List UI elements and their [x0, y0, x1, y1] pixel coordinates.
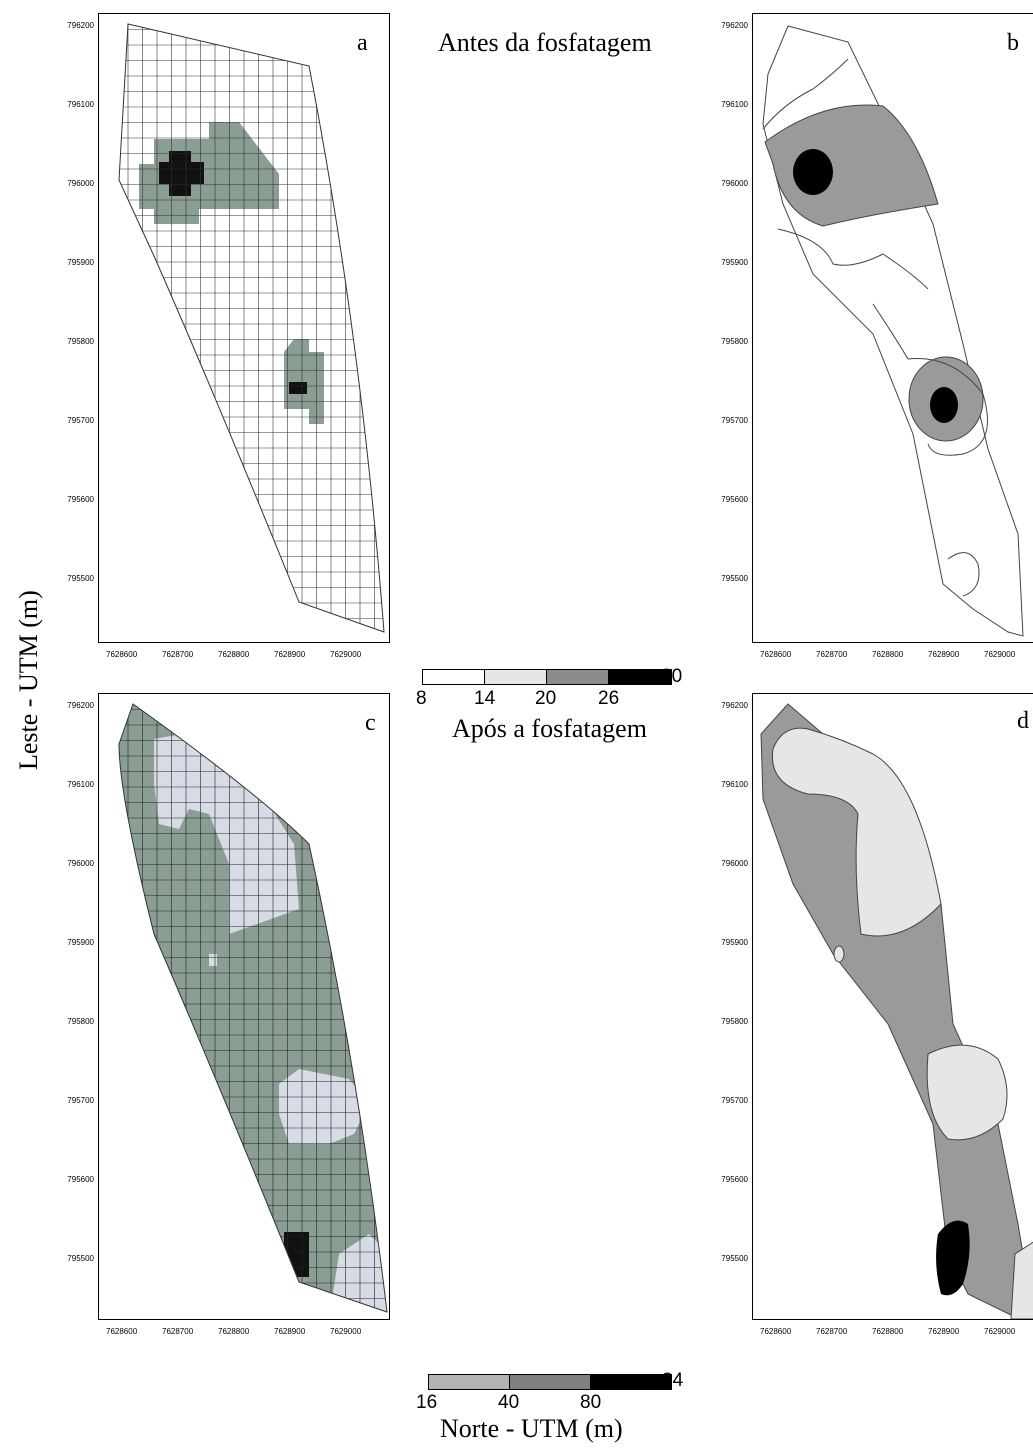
y-tick-label: 796100 — [67, 780, 94, 789]
y-tick-label: 796200 — [67, 701, 94, 710]
x-tick-label: 7628700 — [162, 1327, 194, 1336]
legend-top-label: 30 — [661, 666, 683, 687]
y-tick-label: 795500 — [67, 574, 94, 583]
x-tick-label: 7628700 — [816, 1327, 848, 1336]
y-tick-label: 795700 — [721, 416, 748, 425]
legend-swatch — [509, 1374, 591, 1390]
legend-swatch — [428, 1374, 510, 1390]
legend-bottom-label: 16 — [416, 1392, 438, 1413]
x-tick-label: 7628900 — [928, 650, 960, 659]
panel-letter-b: b — [1007, 30, 1019, 56]
x-tick-label: 7629000 — [330, 650, 362, 659]
panel-a: a — [98, 13, 390, 643]
panel-b: b — [752, 13, 1033, 643]
legend-top-label: 20 — [535, 688, 557, 709]
y-tick-label: 795500 — [721, 1254, 748, 1263]
legend-top-label: 8 — [416, 688, 427, 709]
x-tick-label: 7628800 — [218, 650, 250, 659]
x-tick-label: 7628600 — [760, 1327, 792, 1336]
y-tick-label: 795600 — [67, 1175, 94, 1184]
y-tick-label: 795600 — [721, 1175, 748, 1184]
x-tick-label: 7628600 — [106, 650, 138, 659]
x-tick-label: 7628600 — [106, 1327, 138, 1336]
y-tick-label: 795700 — [67, 1096, 94, 1105]
panel-letter-d: d — [1017, 708, 1029, 734]
x-tick-label: 7628800 — [872, 1327, 904, 1336]
high-value-spot — [936, 1220, 970, 1296]
y-tick-label: 796200 — [721, 701, 748, 710]
panel-letter-c: c — [365, 710, 376, 736]
panel-letter-a: a — [357, 30, 368, 56]
x-tick-label: 7629000 — [984, 1327, 1016, 1336]
y-tick-label: 796000 — [67, 859, 94, 868]
map-b-contour — [762, 25, 1024, 637]
y-tick-label: 796200 — [67, 21, 94, 30]
y-tick-label: 795500 — [67, 1254, 94, 1263]
caption-before: Antes da fosfatagem — [438, 28, 652, 57]
legend-swatch — [590, 1374, 672, 1390]
legend-swatch — [484, 669, 547, 685]
y-tick-label: 795900 — [721, 938, 748, 947]
high-value-spot — [793, 149, 833, 195]
legend-bottom — [428, 1374, 672, 1390]
y-tick-label: 796100 — [721, 100, 748, 109]
y-tick-label: 795900 — [67, 258, 94, 267]
legend-top — [422, 669, 672, 685]
y-tick-label: 795800 — [67, 337, 94, 346]
x-tick-label: 7628700 — [816, 650, 848, 659]
y-tick-label: 795600 — [721, 495, 748, 504]
y-tick-label: 796100 — [721, 780, 748, 789]
x-axis-title: Norte - UTM (m) — [440, 1414, 623, 1443]
y-tick-label: 795800 — [721, 1017, 748, 1026]
legend-bottom-label: 40 — [498, 1392, 520, 1413]
y-tick-label: 795800 — [67, 1017, 94, 1026]
y-tick-label: 795500 — [721, 574, 748, 583]
x-tick-label: 7629000 — [330, 1327, 362, 1336]
legend-swatch — [608, 669, 672, 685]
y-tick-label: 796000 — [67, 179, 94, 188]
y-tick-label: 796000 — [721, 859, 748, 868]
x-tick-label: 7628900 — [928, 1327, 960, 1336]
y-axis-title: Leste - UTM (m) — [14, 590, 43, 770]
y-tick-label: 795700 — [67, 416, 94, 425]
legend-top-label: 14 — [474, 688, 496, 709]
x-tick-label: 7628800 — [872, 650, 904, 659]
y-tick-label: 796000 — [721, 179, 748, 188]
map-a-grid — [118, 23, 385, 633]
legend-swatch — [422, 669, 485, 685]
y-tick-label: 795600 — [67, 495, 94, 504]
caption-after: Após a fosfatagem — [452, 714, 647, 743]
panel-c: c — [98, 693, 390, 1320]
legend-bottom-label: 80 — [580, 1392, 602, 1413]
legend-swatch — [546, 669, 609, 685]
x-tick-label: 7628800 — [218, 1327, 250, 1336]
y-tick-label: 795900 — [721, 258, 748, 267]
y-tick-label: 796200 — [721, 21, 748, 30]
x-tick-label: 7629000 — [984, 650, 1016, 659]
high-value-spot — [930, 387, 958, 423]
x-tick-label: 7628900 — [274, 650, 306, 659]
x-tick-label: 7628900 — [274, 1327, 306, 1336]
map-d-contour — [760, 703, 1033, 1319]
legend-bottom-label: 84 — [662, 1370, 684, 1391]
y-tick-label: 795800 — [721, 337, 748, 346]
panel-d: d — [752, 693, 1033, 1320]
y-tick-label: 795700 — [721, 1096, 748, 1105]
x-tick-label: 7628700 — [162, 650, 194, 659]
y-tick-label: 795900 — [67, 938, 94, 947]
legend-top-label: 26 — [598, 688, 620, 709]
x-tick-label: 7628600 — [760, 650, 792, 659]
map-c-grid — [118, 703, 388, 1313]
y-tick-label: 796100 — [67, 100, 94, 109]
